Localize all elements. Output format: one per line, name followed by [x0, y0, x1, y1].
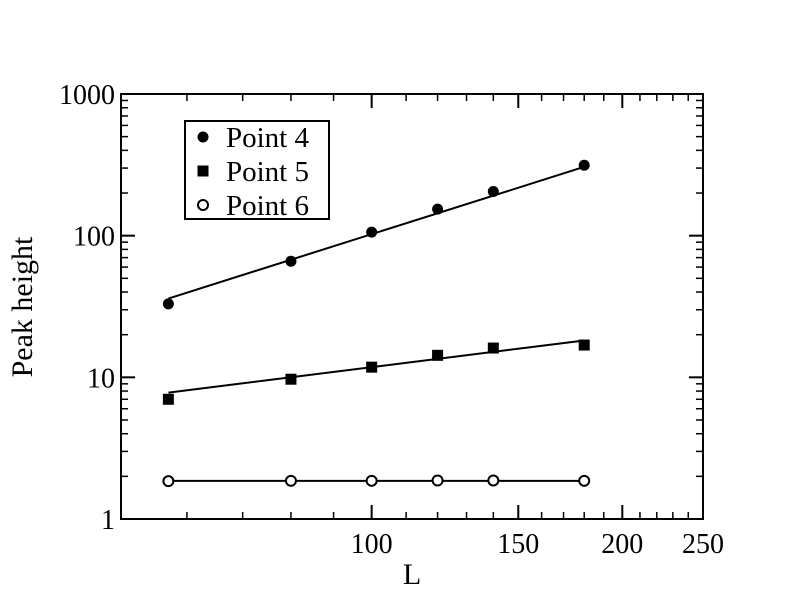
y-tick-label: 100: [73, 222, 115, 253]
point-4-legend-label: Point 4: [226, 122, 309, 154]
point-6-legend-label: Point 6: [226, 190, 309, 222]
axis-ticks: [121, 93, 704, 520]
point-6-point: [284, 474, 297, 487]
point-5-point: [578, 339, 590, 351]
x-tick-label: 100: [351, 529, 393, 560]
point-5-point: [285, 373, 297, 385]
point-5-legend-label: Point 5: [226, 156, 309, 188]
plot-frame: [120, 93, 704, 520]
tick-labels: 1 10 100 1000 100 150 200 250: [59, 80, 724, 560]
point-6-legend-marker: [197, 199, 209, 211]
point-5-point: [487, 342, 499, 354]
point-6-point: [578, 474, 591, 487]
point-4-point: [487, 186, 499, 198]
point-6-point: [365, 474, 378, 487]
point-6-point: [431, 474, 444, 487]
y-axis-title: Peak height: [6, 236, 39, 377]
point-5-point: [366, 361, 378, 373]
x-tick-label: 250: [682, 529, 724, 560]
point-6-point: [487, 474, 500, 487]
y-tick-label: 1000: [59, 80, 115, 111]
point-5-point: [162, 393, 174, 405]
point-4-point: [366, 226, 378, 238]
point-4-point: [285, 255, 297, 267]
point-6-point: [162, 475, 175, 488]
point-4-legend-marker: [197, 131, 209, 143]
point-4-point: [432, 203, 444, 215]
y-tick-label: 10: [87, 363, 115, 394]
point-5-point: [432, 349, 444, 361]
data-markers: [162, 159, 591, 488]
x-tick-label: 200: [601, 529, 643, 560]
point-4-point: [162, 298, 174, 310]
x-tick-label: 150: [497, 529, 539, 560]
point-4-point: [578, 159, 590, 171]
point-5-legend-marker: [197, 165, 209, 177]
y-tick-label: 1: [101, 505, 115, 536]
legend-box: [184, 120, 330, 220]
x-axis-title: L: [403, 558, 421, 591]
